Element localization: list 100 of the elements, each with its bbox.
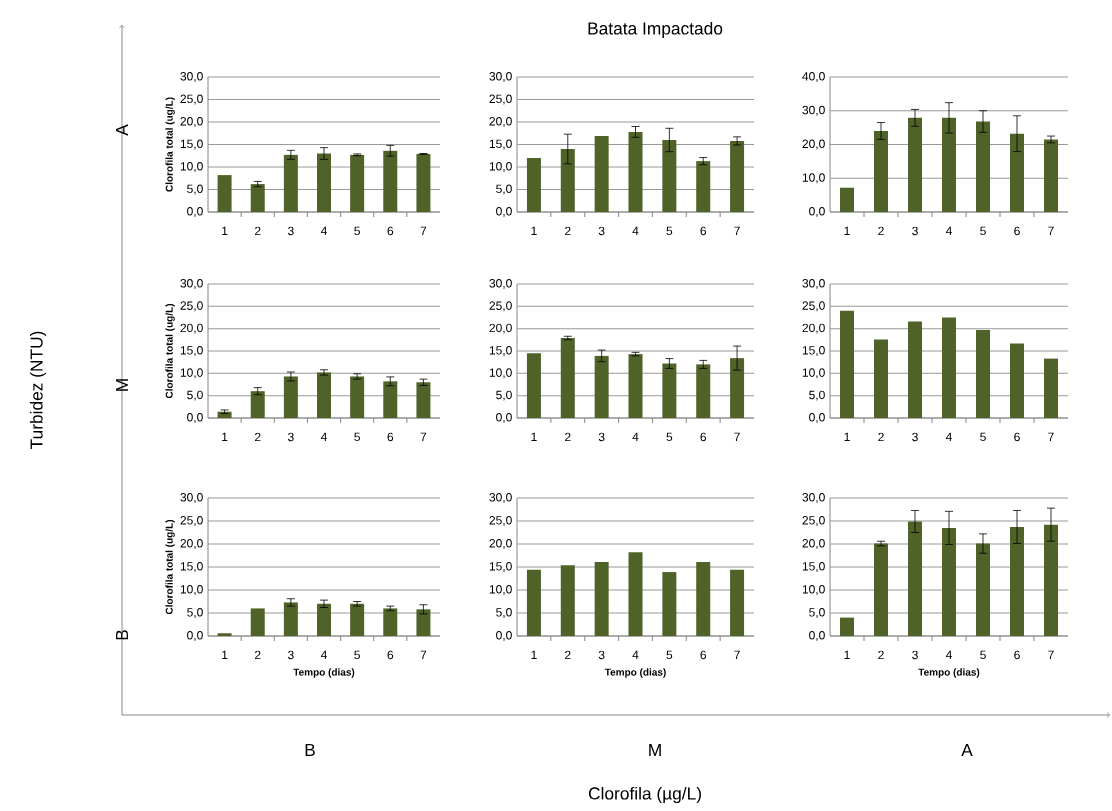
x-tick-label: 1 [531,432,537,441]
category-label: A [961,744,973,756]
bar [526,353,541,418]
x-tick-label: 7 [420,226,427,235]
category-label: B [116,630,128,640]
x-tick-label: 3 [912,226,918,236]
x-tick-label: 1 [844,432,850,441]
x-tick-label: 4 [945,432,952,441]
bar [350,603,365,636]
bar [840,187,855,212]
y-axis-title: Clorofila total (ug/L) [165,520,175,615]
bar [250,184,265,212]
x-tick-label: 2 [254,650,261,660]
y-tick-label: 20,0 [489,323,512,334]
y-tick-label: 20,0 [489,117,512,127]
bar [594,135,609,212]
bar [840,310,855,418]
bar [696,364,711,418]
text: Turbidez (NTU) [29,331,47,449]
category-label: M [116,379,128,391]
x-tick-label: 1 [222,226,228,235]
x-tick-label: 6 [1014,226,1020,236]
x-tick-label: 2 [565,650,571,660]
y-tick-label: 10,0 [489,162,512,172]
bar [283,376,298,418]
y-tick-label: 10,0 [180,368,203,379]
x-tick-label: 1 [844,650,850,659]
y-tick-label: 15,0 [180,346,203,356]
x-tick-label: 7 [420,432,427,441]
bar [560,338,575,418]
y-tick-label: 20,0 [180,117,203,127]
x-tick-label: 5 [980,432,986,442]
bar [840,617,855,636]
bar [1044,358,1059,418]
bar [874,131,889,212]
y-tick-label: 30,0 [489,493,512,503]
bar [730,140,745,212]
y-tick-label: 5,0 [187,184,203,195]
x-tick-label: 6 [700,650,707,660]
bar [383,608,398,636]
y-tick-label: 5,0 [187,608,203,618]
bar [908,321,923,418]
bar [350,154,365,212]
bar [217,633,232,636]
y-tick-label: 0,0 [187,207,203,217]
x-tick-label: 2 [878,650,884,660]
y-tick-label: 0,0 [496,631,512,641]
y-tick-label: 10,0 [802,585,825,595]
x-tick-label: 2 [878,432,884,442]
x-tick-label: 5 [980,650,986,660]
x-tick-label: 6 [387,432,394,442]
bar [942,527,957,636]
x-tick-label: 4 [632,432,639,441]
bar [560,148,575,212]
y-axis-title: Clorofila total (ug/L) [165,97,175,192]
y-tick-label: 25,0 [802,301,825,312]
bar [976,330,991,418]
x-tick-label: 6 [387,650,394,660]
y-tick-label: 5,0 [809,390,825,401]
y-tick-label: 20,0 [489,539,512,549]
bar [383,150,398,212]
x-tick-label: 1 [844,226,850,235]
x-tick-label: 5 [666,226,673,236]
x-tick-label: 7 [734,226,740,235]
y-tick-label: 30,0 [180,72,203,82]
bar [317,372,332,418]
x-tick-label: 4 [320,650,327,659]
x-tick-label: 4 [632,226,639,235]
x-tick-label: 2 [254,226,261,236]
y-tick-label: 30,0 [489,279,512,289]
x-tick-label: 7 [420,650,427,659]
x-tick-label: 1 [531,226,537,235]
y-tick-label: 15,0 [802,562,825,572]
bar [1044,139,1059,212]
y-tick-label: 20,0 [802,539,825,549]
x-tick-label: 1 [222,650,228,659]
bar [560,565,575,636]
bar [662,140,677,212]
bar [942,117,957,212]
bar [526,569,541,636]
x-tick-label: 5 [980,226,986,236]
y-tick-label: 15,0 [489,139,512,150]
bar [1010,343,1024,418]
bar [976,121,991,212]
y-tick-label: 0,0 [187,413,203,423]
x-tick-label: 4 [320,226,327,235]
bar [250,391,265,418]
bar [283,154,298,212]
x-tick-label: 6 [1014,432,1020,442]
y-tick-label: 20,0 [180,323,203,334]
x-tick-label: 2 [565,226,571,236]
x-tick-label: 3 [287,226,294,236]
bar [696,561,711,636]
x-tick-label: 7 [734,650,740,659]
y-tick-label: 5,0 [187,390,203,401]
x-tick-label: 3 [598,432,605,442]
y-tick-label: 15,0 [180,139,203,150]
bar [662,572,677,636]
bar [874,543,889,636]
bar [1044,524,1059,636]
